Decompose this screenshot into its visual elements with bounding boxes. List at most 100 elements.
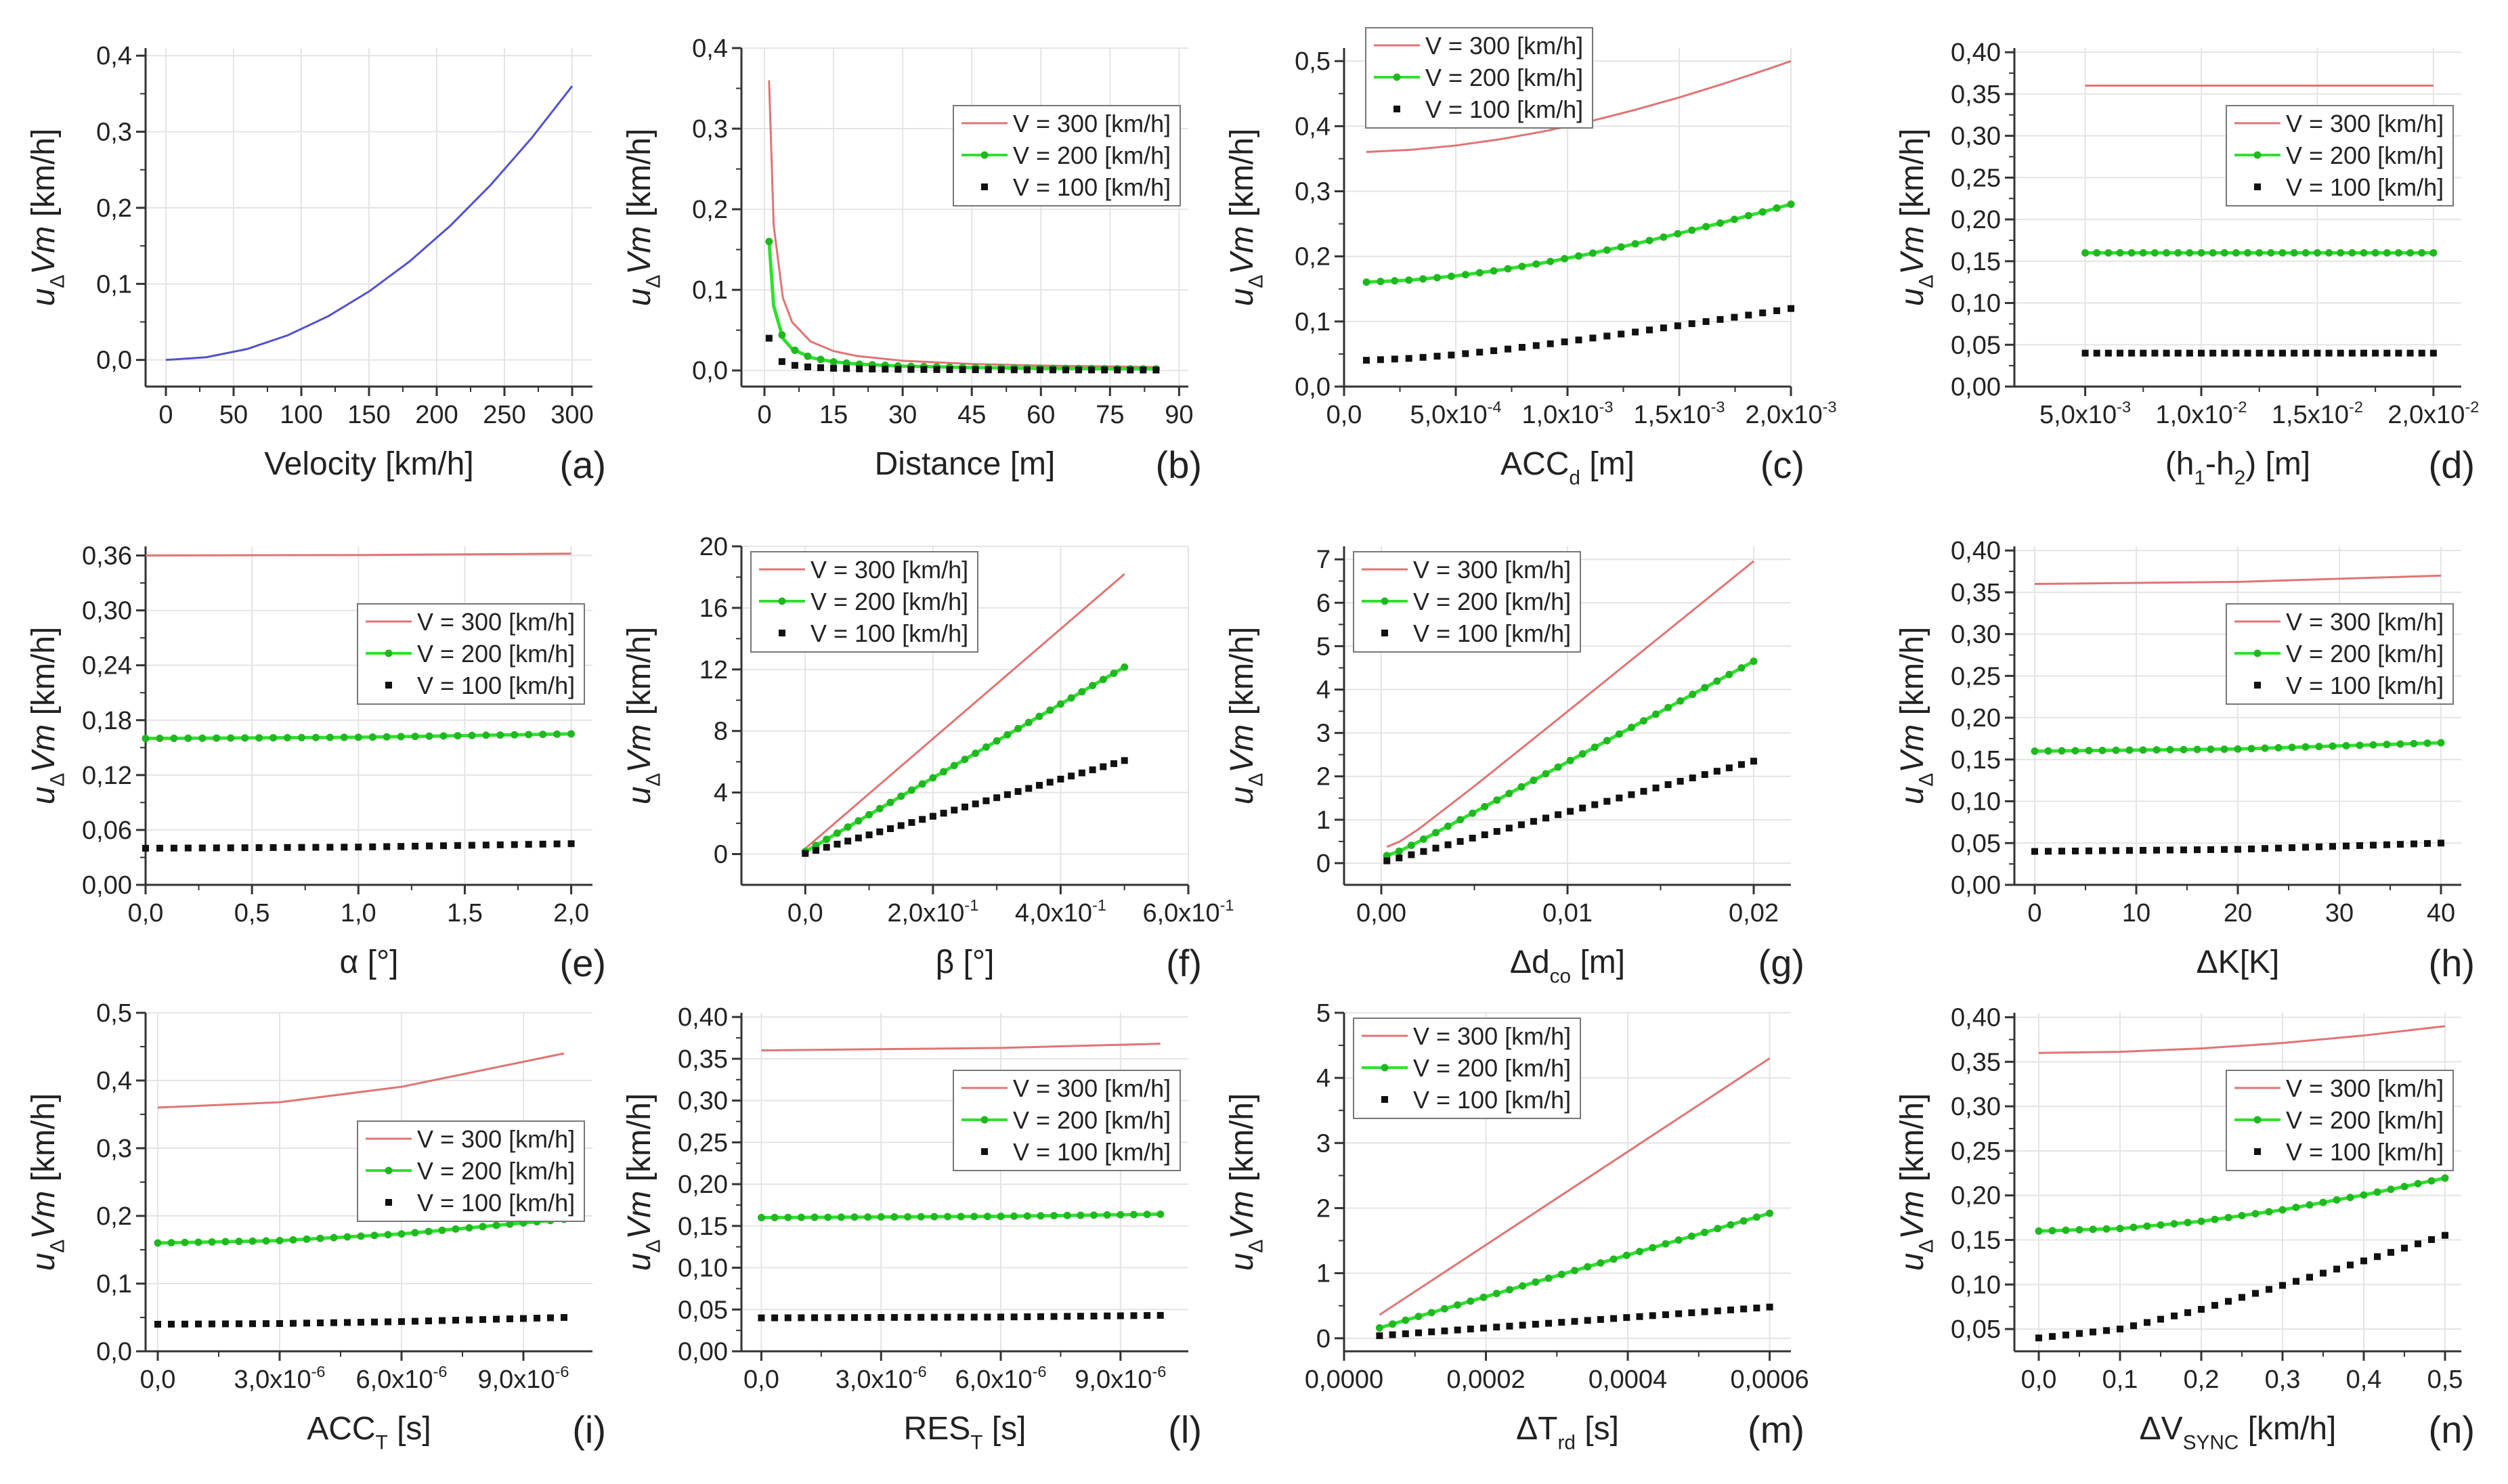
data-point-marker xyxy=(2071,747,2079,755)
y-tick-label: 0,1 xyxy=(96,1270,132,1298)
chart-panel-b: 0 15 30 45 60 75 90 0,0 0,1 0,2 0,3 0,4 Distance [m]… xyxy=(622,35,1202,486)
data-point-marker xyxy=(1077,1211,1085,1219)
series-v100 xyxy=(1363,305,1794,364)
data-point-marker xyxy=(452,1225,460,1233)
text-run: 6,0x10 xyxy=(1142,899,1219,928)
data-point-marker xyxy=(534,1315,540,1322)
text-run: [km/h] xyxy=(1895,627,1930,724)
data-point-marker xyxy=(255,734,263,742)
data-point-marker xyxy=(330,1234,338,1242)
text-run: -3 xyxy=(1823,398,1837,416)
y-tick-label: 0,3 xyxy=(96,118,132,147)
data-point-marker xyxy=(1050,1313,1058,1320)
data-point-marker xyxy=(1089,682,1097,690)
legend: V = 300 [km/h] V = 200 [km/h] V = 100 [km/… xyxy=(357,1120,585,1222)
text-run: u xyxy=(1895,1253,1930,1271)
data-point-marker xyxy=(1519,1282,1527,1290)
data-point-marker xyxy=(1745,311,1752,319)
data-point-marker xyxy=(468,731,476,739)
data-point-marker xyxy=(520,1315,527,1322)
text-run: [km/h] xyxy=(2239,1411,2336,1447)
data-point-marker xyxy=(2157,1315,2164,1323)
data-point-marker xyxy=(1674,322,1681,330)
data-point-marker xyxy=(1003,791,1011,798)
data-point-marker xyxy=(1545,1319,1553,1327)
x-tick-label: 150 xyxy=(347,401,390,429)
data-point-marker xyxy=(1037,1313,1044,1320)
panel-label: (g) xyxy=(1758,942,1804,984)
legend-label: V = 100 [km/h] xyxy=(2286,173,2444,201)
data-point-marker xyxy=(1591,743,1599,751)
data-point-marker xyxy=(1674,1236,1683,1244)
data-point-marker xyxy=(1725,764,1733,772)
series-line xyxy=(2038,1025,2446,1054)
data-point-marker xyxy=(1603,246,1611,254)
data-point-marker xyxy=(142,844,149,852)
data-point-marker xyxy=(1506,1322,1513,1330)
legend-item-v100: V = 100 [km/h] xyxy=(385,672,575,699)
data-point-marker xyxy=(1677,777,1684,785)
data-point-marker xyxy=(2288,743,2296,751)
legend-label: V = 100 [km/h] xyxy=(1013,1138,1171,1166)
text-run: 45 xyxy=(957,401,986,429)
series-line xyxy=(1379,1057,1771,1316)
data-point-marker xyxy=(882,366,889,373)
data-point-marker xyxy=(1584,1317,1591,1324)
text-run: Vm xyxy=(622,226,657,275)
data-point-marker xyxy=(1104,1312,1111,1319)
data-point-marker xyxy=(2428,1236,2435,1243)
x-axis-label: β [°] xyxy=(936,944,995,980)
data-point-marker xyxy=(492,1221,500,1229)
data-point-marker xyxy=(1493,796,1501,804)
text-run: Δ xyxy=(1915,1240,1937,1253)
data-point-marker xyxy=(1407,842,1415,850)
text-run: -1 xyxy=(1220,896,1234,914)
data-point-marker xyxy=(2313,248,2321,257)
text-run: 90 xyxy=(1165,401,1193,429)
data-point-marker xyxy=(479,1223,487,1231)
text-run: [km/h] xyxy=(622,627,657,724)
y-tick-label: 0,10 xyxy=(1951,290,2001,318)
data-point-marker xyxy=(1557,1270,1565,1278)
data-point-marker xyxy=(2373,1188,2381,1196)
y-tick-label: 1 xyxy=(1316,806,1331,835)
data-point-marker xyxy=(811,1314,819,1322)
data-point-marker xyxy=(2207,745,2215,754)
x-tick-label: 2,0x10-1 xyxy=(887,896,978,928)
text-run: 20 xyxy=(2224,899,2252,928)
data-point-marker xyxy=(957,1213,965,1221)
data-point-marker xyxy=(1467,1297,1475,1305)
y-tick-label: 0,0 xyxy=(96,1338,132,1366)
data-point-marker xyxy=(466,1316,473,1324)
chart-panel-g: 0,00 0,01 0,02 0 1 2 3 4 5 6 7 Δdco [m] uΔVm [km/h] (… xyxy=(1224,546,1804,987)
series-v100 xyxy=(142,840,575,852)
x-tick-label: 30 xyxy=(2325,899,2354,928)
data-point-marker xyxy=(2247,745,2255,753)
data-point-marker xyxy=(1062,366,1070,374)
text-run: 2,0x10 xyxy=(2387,401,2465,429)
data-point-marker xyxy=(167,1239,175,1247)
data-point-marker xyxy=(2234,745,2242,753)
series-line xyxy=(804,573,1125,850)
data-point-marker xyxy=(2251,1210,2260,1218)
legend-label: V = 300 [km/h] xyxy=(1425,32,1583,60)
data-point-marker xyxy=(2211,1302,2218,1309)
data-point-marker xyxy=(1579,804,1586,812)
data-point-marker xyxy=(1542,814,1550,822)
text-run: Δ xyxy=(1245,275,1267,288)
data-point-marker xyxy=(2224,1213,2232,1221)
chart-panel-n: 0,0 0,1 0,2 0,3 0,4 0,5 0,05 0,10 0,15 0,20 0,25 0,… xyxy=(1895,1004,2475,1454)
data-point-marker xyxy=(2347,1261,2354,1269)
legend-marker xyxy=(2254,183,2261,190)
data-point-marker xyxy=(2093,349,2100,357)
legend-item-v300: V = 300 [km/h] xyxy=(1362,1022,1571,1050)
data-point-marker xyxy=(833,829,841,837)
data-point-marker xyxy=(440,842,447,850)
x-tick-label: 2,0x10-3 xyxy=(1745,398,1836,429)
data-point-marker xyxy=(865,810,873,819)
data-point-marker xyxy=(2197,1217,2205,1225)
legend-marker xyxy=(981,1148,988,1155)
data-point-marker xyxy=(355,844,362,851)
data-point-marker xyxy=(1547,257,1555,265)
data-point-marker xyxy=(1408,851,1415,858)
